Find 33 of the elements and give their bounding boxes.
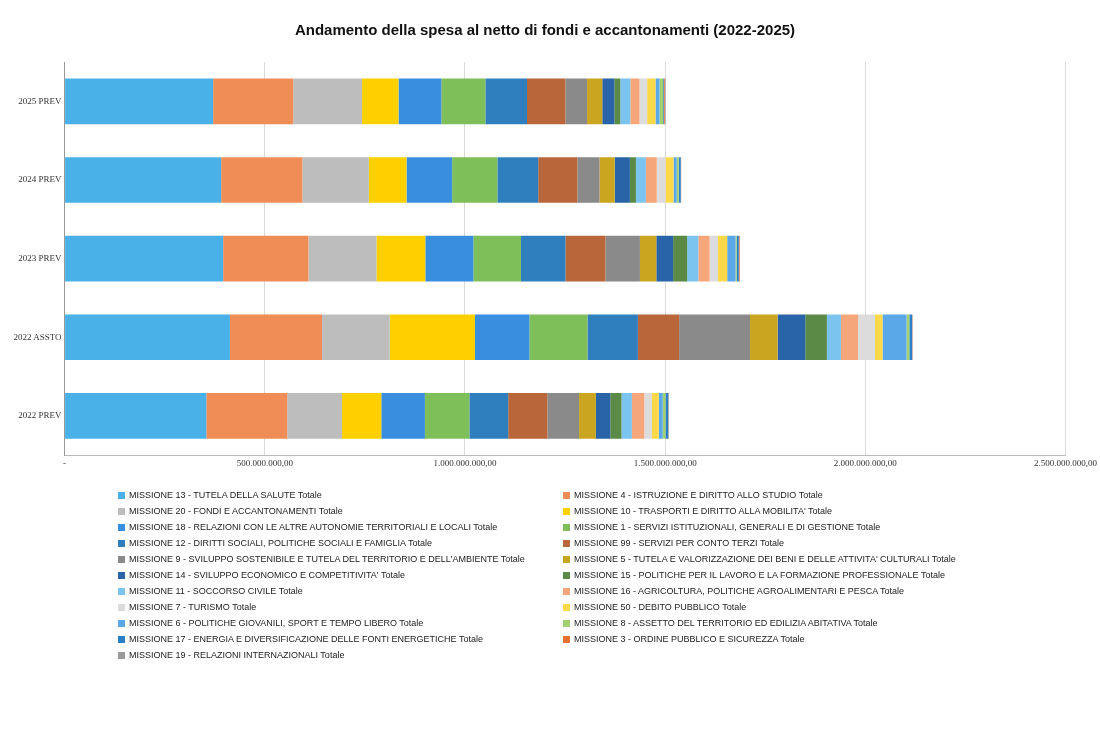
legend-label: MISSIONE 14 - SVILUPPO ECONOMICO E COMPETITIVITA' Totale (129, 570, 405, 580)
legend-label: MISSIONE 6 - POLITICHE GIOVANILI, SPORT E TEMPO LIBERO Totale (129, 618, 424, 628)
legend-label: MISSIONE 15 - POLITICHE PER IL LAVORO E LA FORMAZIONE PROFESSIONALE Totale (574, 570, 945, 580)
x-tick-label: 1.500.000.000,00 (633, 457, 698, 468)
y-tick-label: 2022 PREV (18, 410, 63, 421)
legend-label: MISSIONE 50 - DEBITO PUBBLICO Totale (574, 602, 747, 612)
chart-title: Andamento della spesa al netto di fondi e accantonamenti (2022-2025) (294, 21, 796, 39)
legend-label: MISSIONE 18 - RELAZIONI CON LE ALTRE AUTONOMIE TERRITORIALI E LOCALI Totale (129, 522, 498, 532)
y-tick-label: 2023 PREV (18, 252, 63, 263)
legend-label: MISSIONE 13 - TUTELA DELLA SALUTE Totale (129, 490, 322, 500)
legend-label: MISSIONE 1 - SERVIZI ISTITUZIONALI, GENERALI E DI GESTIONE Totale (574, 522, 881, 532)
legend-label: MISSIONE 7 - TURISMO Totale (129, 602, 257, 612)
legend-label: MISSIONE 19 - RELAZIONI INTERNAZIONALI Totale (129, 650, 345, 660)
legend-label: MISSIONE 17 - ENERGIA E DIVERSIFICAZIONE DELLE FONTI ENERGETICHE Totale (129, 634, 483, 644)
x-tick-label: 500.000.000,00 (236, 457, 294, 468)
y-tick-label: 2025 PREV (18, 95, 63, 106)
legend-label: MISSIONE 4 - ISTRUZIONE E DIRITTO ALLO STUDIO Totale (574, 490, 823, 500)
legend-label: MISSIONE 16 - AGRICOLTURA, POLITICHE AGROALIMENTARI E PESCA Totale (574, 586, 905, 596)
legend-label: MISSIONE 99 - SERVIZI PER CONTO TERZI Totale (574, 538, 784, 548)
legend-label: MISSIONE 12 - DIRITTI SOCIALI, POLITICHE SOCIALI E FAMIGLIA Totale (129, 538, 432, 548)
y-tick-label: 2022 ASSTO (13, 331, 63, 342)
x-tick-label: 2.500.000.000,00 (1034, 457, 1098, 468)
x-tick-label: - (63, 457, 67, 468)
legend-label: MISSIONE 10 - TRASPORTI E DIRITTO ALLA MOBILITA' Totale (574, 506, 832, 516)
legend-label: MISSIONE 5 - TUTELA E VALORIZZAZIONE DEI BENI E DELLE ATTIVITA' CULTURALI Totale (574, 554, 956, 564)
legend-label: MISSIONE 3 - ORDINE PUBBLICO E SICUREZZA Totale (574, 634, 805, 644)
x-tick-label: 2.000.000.000,00 (833, 457, 898, 468)
legend-label: MISSIONE 20 - FONDI E ACCANTONAMENTI Totale (129, 506, 343, 516)
legend-label: MISSIONE 8 - ASSETTO DEL TERRITORIO ED EDILIZIA ABITATIVA Totale (574, 618, 878, 628)
legend-label: MISSIONE 9 - SVILUPPO SOSTENIBILE E TUTELA DEL TERRITORIO E DELL'AMBIENTE Totale (129, 554, 525, 564)
y-tick-label: 2024 PREV (18, 174, 63, 185)
x-tick-label: 1.000.000.000,00 (433, 457, 497, 468)
legend-label: MISSIONE 11 - SOCCORSO CIVILE Totale (129, 586, 303, 596)
